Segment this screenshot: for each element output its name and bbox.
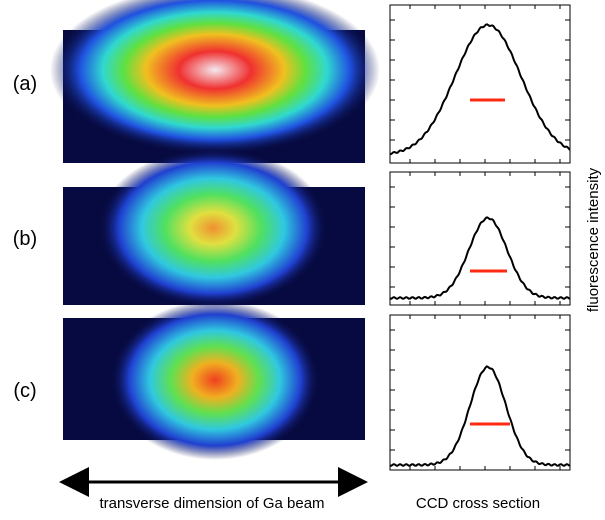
profile-curve xyxy=(389,23,571,156)
beam-spot xyxy=(50,0,380,155)
profile-curve xyxy=(389,365,571,467)
panel-label: (a) xyxy=(13,73,37,95)
images xyxy=(50,0,380,460)
panel-label: (c) xyxy=(13,380,36,402)
profile-frame xyxy=(389,314,571,471)
profile-frame xyxy=(389,171,571,306)
y-caption: fluorescence intensity xyxy=(585,167,602,312)
beam-spot xyxy=(98,148,328,308)
profile-frame xyxy=(389,4,571,164)
profile-curve xyxy=(389,216,571,300)
profiles xyxy=(389,4,571,471)
profile-caption: CCD cross section xyxy=(416,495,540,512)
panel-label: (b) xyxy=(13,228,37,250)
beam-spot xyxy=(110,300,320,460)
x-caption: transverse dimension of Ga beam xyxy=(99,495,324,512)
